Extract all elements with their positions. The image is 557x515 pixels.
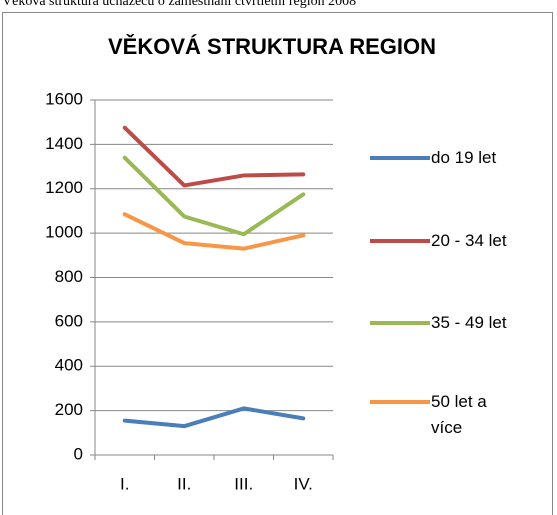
series-line [122, 406, 306, 429]
series-line [122, 212, 306, 251]
y-tick-label: 1000 [45, 223, 83, 242]
y-tick-label: 0 [74, 444, 83, 463]
series-line [122, 125, 306, 188]
legend-label: 50 let a více [431, 392, 487, 437]
x-tick-label: IV. [294, 474, 313, 493]
y-tick-label: 1400 [45, 134, 83, 153]
caption: Věková struktura uchazečů o zaměstnání č… [2, 0, 356, 9]
y-tick-label: 1200 [45, 178, 83, 197]
series-line [122, 155, 306, 237]
x-tick-label: I. [120, 474, 129, 493]
x-tick-label: III. [234, 474, 253, 493]
y-tick-label: 400 [55, 356, 83, 375]
chart-title: VĚKOVÁ STRUKTURA REGION [108, 34, 436, 59]
legend-label: 20 - 34 let [431, 231, 507, 250]
y-tick-label: 800 [55, 267, 83, 286]
chart-border [2, 12, 553, 515]
y-tick-label: 1600 [45, 89, 83, 108]
x-tick-label: II. [177, 474, 191, 493]
legend-label: do 19 let [431, 148, 497, 167]
legend-label: 35 - 49 let [431, 313, 507, 332]
y-tick-label: 200 [55, 400, 83, 419]
y-tick-label: 600 [55, 311, 83, 330]
